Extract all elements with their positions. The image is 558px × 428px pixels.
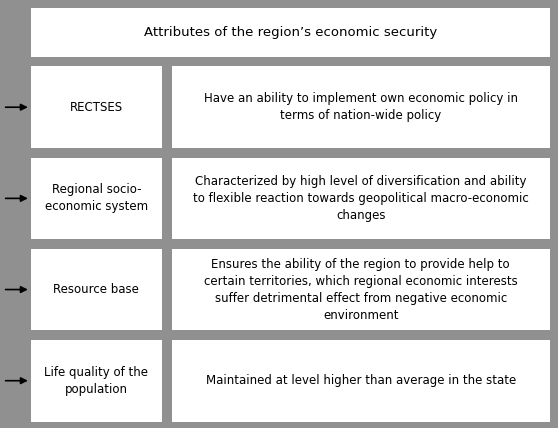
Bar [31,340,162,422]
Bar [172,340,550,422]
Text: Maintained at level higher than average in the state: Maintained at level higher than average … [205,374,516,387]
Bar [31,8,550,57]
Text: RECTSES: RECTSES [70,101,123,114]
Bar [31,158,162,239]
Text: Characterized by high level of diversification and ability
to flexible reaction : Characterized by high level of diversifi… [193,175,528,222]
Bar [31,66,162,148]
Bar [172,249,550,330]
Text: Ensures the ability of the region to provide help to
certain territories, which : Ensures the ability of the region to pro… [204,258,518,321]
Text: Regional socio-
economic system: Regional socio- economic system [45,183,148,214]
Text: Have an ability to implement own economic policy in
terms of nation-wide policy: Have an ability to implement own economi… [204,92,518,122]
Text: Life quality of the
population: Life quality of the population [44,366,148,396]
Bar [172,66,550,148]
Bar [172,158,550,239]
Text: Attributes of the region’s economic security: Attributes of the region’s economic secu… [143,26,437,39]
Bar [31,249,162,330]
Text: Resource base: Resource base [54,283,139,296]
